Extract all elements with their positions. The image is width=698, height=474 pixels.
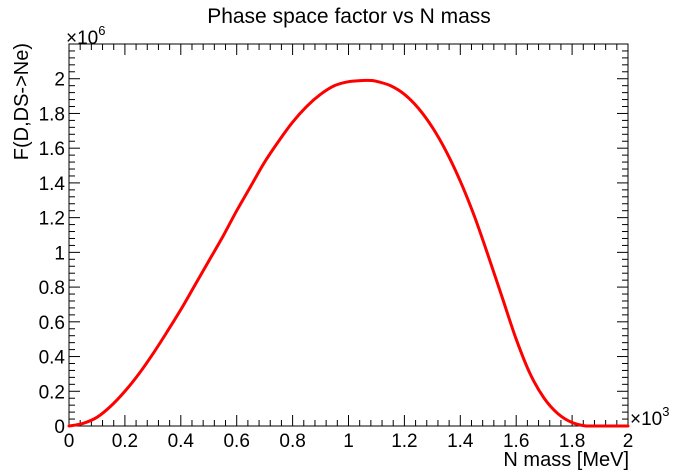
x-tick-label: 1.2 (391, 431, 417, 452)
x-tick-label: 1 (343, 431, 354, 452)
y-tick-label: 1.2 (39, 209, 65, 230)
series-line (67, 78, 630, 428)
series-group (67, 78, 630, 428)
chart-title: Phase space factor vs N mass (207, 5, 491, 28)
x-multiplier-label: ×103 (630, 404, 669, 430)
x-tick-label: 0.6 (223, 431, 249, 452)
y-tick-label: 0.8 (39, 278, 65, 299)
x-tick-label: 1.4 (447, 431, 474, 452)
y-tick-label: 0.6 (39, 313, 65, 334)
x-tick-label: 0.4 (168, 431, 195, 452)
y-tick-label: 1.4 (39, 174, 66, 195)
y-axis-label: F(D,DS->Ne) (11, 43, 33, 160)
tick-labels: 0 0.2 0.4 0.6 0.8 1 1.2 1.4 1.6 1.8 2 0 0.2 0.4 0.6 0.8… (39, 70, 634, 452)
x-tick-label: 2 (623, 431, 634, 452)
x-axis-label: N mass [MeV] (503, 449, 629, 471)
y-tick-label: 1.8 (39, 104, 65, 125)
y-tick-label: 0.2 (39, 382, 65, 403)
y-tick-label: 1 (54, 243, 65, 264)
x-tick-label: 1.6 (503, 431, 529, 452)
plot-frame-group (68, 43, 629, 427)
y-tick-label: 0.4 (39, 348, 66, 369)
y-tick-label: 0 (54, 417, 65, 438)
x-tick-label: 1.8 (559, 431, 585, 452)
plot-frame (68, 43, 629, 427)
x-tick-label: 0.8 (279, 431, 305, 452)
x-tick-label: 0.2 (112, 431, 138, 452)
y-tick-label: 2 (54, 70, 65, 91)
axis-ticks (68, 43, 629, 427)
y-multiplier-label: ×106 (66, 23, 105, 49)
y-tick-label: 1.6 (39, 139, 65, 160)
x-tick-label: 0 (64, 431, 75, 452)
